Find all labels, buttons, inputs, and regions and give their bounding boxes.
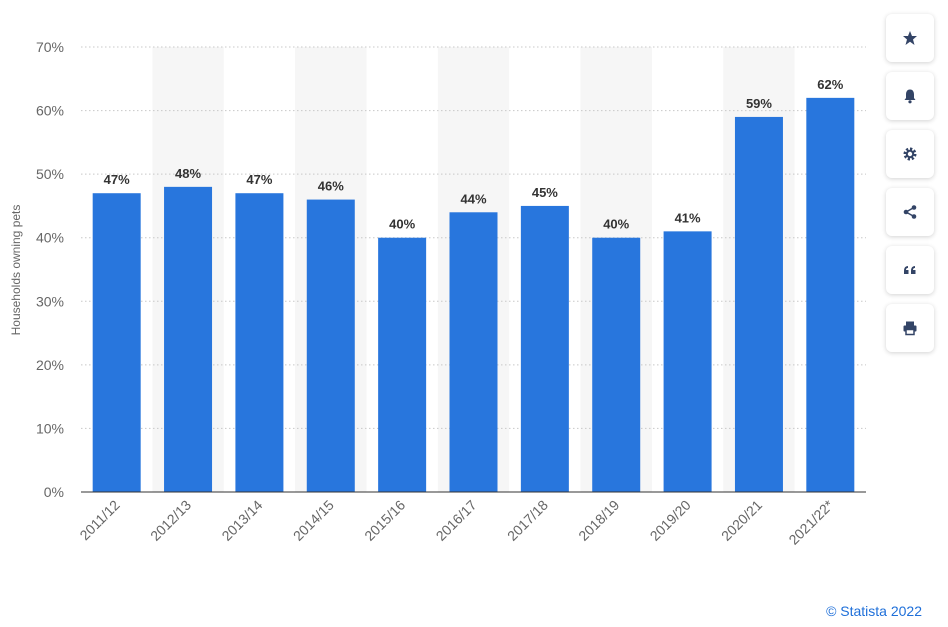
bars: [92, 97, 855, 493]
x-tick-label: 2016/17: [433, 497, 480, 544]
data-label: 40%: [603, 217, 629, 232]
x-tick-label: 2017/18: [504, 497, 551, 544]
share-icon: [903, 205, 917, 219]
bar-2015/16[interactable]: [378, 237, 427, 492]
data-label: 62%: [817, 77, 843, 92]
y-tick-label: 0%: [44, 484, 64, 500]
quote-icon: [904, 266, 916, 274]
bar-2012/13[interactable]: [164, 186, 213, 492]
data-label: 41%: [675, 210, 701, 225]
x-tick-label: 2021/22*: [785, 496, 836, 547]
x-tick-label: 2011/12: [76, 497, 123, 544]
toolbar: [886, 14, 934, 362]
y-tick-label: 10%: [36, 420, 64, 436]
bar-chart: 0%10%20%30%40%50%60%70% 47% 48% 47% 46%40%4…: [9, 39, 866, 548]
data-label: 44%: [460, 191, 486, 206]
bar-2014/15[interactable]: [306, 199, 355, 493]
data-label: 48%: [175, 166, 201, 181]
data-label: 47%: [246, 172, 272, 187]
bar-2013/14[interactable]: [235, 193, 284, 492]
data-label: 47%: [104, 172, 130, 187]
bar-2017/18[interactable]: [520, 205, 569, 492]
data-labels: 47% 48% 47% 46% 40% 44% 45% 40% 41% 59% 62%: [104, 77, 844, 232]
x-axis-ticks: 2011/12 2012/13 2013/14 2014/15 2015/16 2016/…: [76, 496, 836, 547]
y-tick-label: 70%: [36, 39, 64, 55]
x-tick-label: 2019/20: [647, 497, 694, 544]
y-tick-label: 40%: [36, 230, 64, 246]
x-tick-label: 2012/13: [147, 497, 194, 544]
print-button[interactable]: [886, 304, 934, 352]
bar-2019/20[interactable]: [663, 231, 712, 492]
share-button[interactable]: [886, 188, 934, 236]
data-label: 46%: [318, 179, 344, 194]
y-tick-label: 50%: [36, 166, 64, 182]
notification-button[interactable]: [886, 72, 934, 120]
y-tick-label: 60%: [36, 103, 64, 119]
cite-button[interactable]: [886, 246, 934, 294]
x-tick-label: 2014/15: [290, 497, 337, 544]
print-icon: [903, 321, 917, 336]
settings-button[interactable]: [886, 130, 934, 178]
star-icon: [903, 31, 917, 45]
bell-icon: [904, 89, 916, 104]
y-tick-label: 30%: [36, 293, 64, 309]
x-tick-label: 2018/19: [575, 497, 622, 544]
data-label: 45%: [532, 185, 558, 200]
statista-credit-link[interactable]: © Statista 2022: [826, 603, 922, 619]
gear-icon: [903, 147, 917, 161]
y-axis-label: Households owning pets: [9, 205, 23, 336]
bar-2016/17[interactable]: [449, 212, 498, 493]
data-label: 59%: [746, 96, 772, 111]
bar-2011/12[interactable]: [92, 193, 141, 492]
x-tick-label: 2013/14: [218, 497, 265, 544]
favorite-button[interactable]: [886, 14, 934, 62]
bar-2021/22*[interactable]: [806, 97, 855, 492]
y-axis-ticks: 0% 10% 20% 30% 40% 50% 60% 70%: [36, 39, 64, 500]
bar-2018/19[interactable]: [592, 237, 641, 492]
data-label: 40%: [389, 217, 415, 232]
bar-2020/21[interactable]: [734, 116, 783, 492]
x-tick-label: 2015/16: [361, 497, 408, 544]
y-tick-label: 20%: [36, 357, 64, 373]
x-tick-label: 2020/21: [718, 497, 765, 544]
